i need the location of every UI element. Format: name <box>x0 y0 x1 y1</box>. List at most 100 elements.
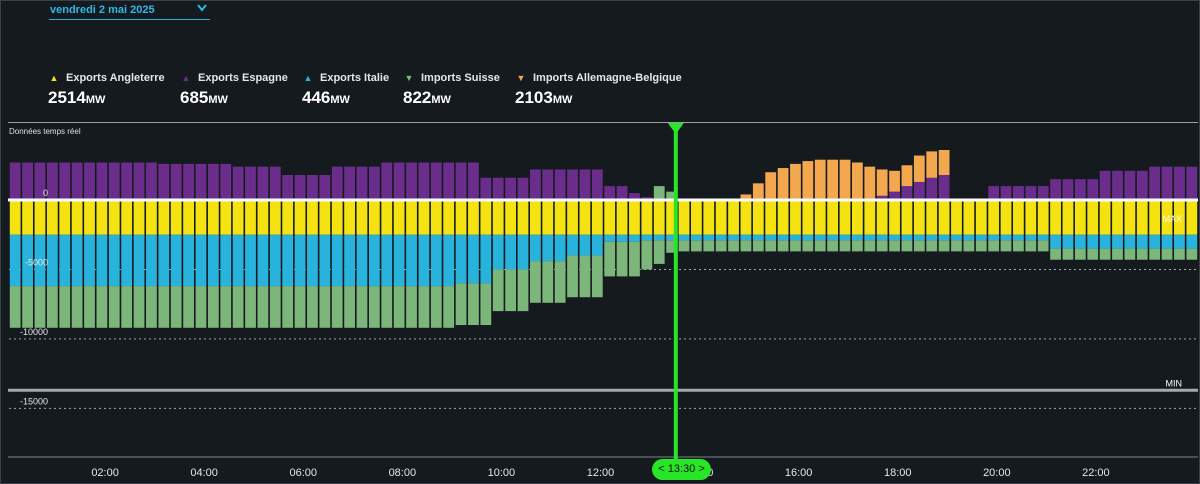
bar-segment <box>629 241 640 277</box>
bar-segment <box>344 166 355 200</box>
bar-segment <box>604 200 616 235</box>
bar-segment <box>1013 186 1024 200</box>
bar-segment <box>1149 166 1161 200</box>
bar-segment <box>207 200 219 235</box>
legend-item-imports-suisse[interactable]: ▼ Imports Suisse 822MW <box>403 68 500 107</box>
bar-segment <box>579 255 591 298</box>
bar-segment <box>121 234 133 287</box>
bar-segment <box>913 181 925 200</box>
bar-segment <box>319 200 331 235</box>
bar-segment <box>307 234 318 287</box>
bar-segment <box>368 200 380 235</box>
legend-item-exports-angleterre[interactable]: ▲ Exports Angleterre 2514MW <box>48 68 165 107</box>
y-tick-label: -15000 <box>20 396 48 406</box>
bar-segment <box>232 166 244 200</box>
legend-item-exports-espagne[interactable]: ▲ Exports Espagne 685MW <box>180 68 288 107</box>
date-picker[interactable]: vendredi 2 mai 2025 <box>49 2 210 20</box>
bar-segment <box>46 200 58 235</box>
bar-segment <box>802 200 814 235</box>
legend-unit: MW <box>85 94 106 106</box>
bar-segment <box>1099 248 1111 260</box>
bar-segment <box>480 283 492 326</box>
bar-segment <box>269 166 281 200</box>
time-cursor-handle[interactable]: < 13:30 > <box>652 459 711 480</box>
bar-segment <box>876 169 888 196</box>
bar-segment <box>492 234 504 270</box>
bar-segment <box>108 234 120 287</box>
bar-segment <box>207 286 219 328</box>
bar-segment <box>319 174 331 200</box>
chevron-left-icon: < <box>658 463 665 475</box>
bar-segment <box>356 286 368 328</box>
bar-segment <box>864 166 876 200</box>
bar-segment <box>307 174 318 200</box>
bar-segment <box>876 234 888 241</box>
bar-segment <box>257 200 269 235</box>
bar-segment <box>988 234 1000 241</box>
bar-segment <box>876 200 888 235</box>
bar-segment <box>1025 234 1037 241</box>
bar-segment <box>752 240 764 252</box>
bar-segment <box>96 286 108 328</box>
bar-segment <box>901 234 913 241</box>
bar-segment <box>34 200 46 235</box>
bar-segment <box>133 162 145 200</box>
bar-segment <box>1186 234 1198 249</box>
legend-unit: MW <box>330 94 350 106</box>
bar-segment <box>381 200 393 235</box>
bar-segment <box>195 163 207 200</box>
bar-segment <box>146 286 157 328</box>
triangle-down-icon: ▼ <box>404 73 414 83</box>
bar-segment <box>418 200 430 235</box>
bar-segment <box>282 234 294 287</box>
bar-segment <box>901 186 913 200</box>
bar-segment <box>913 234 925 241</box>
bar-segment <box>567 234 578 256</box>
bar-segment <box>1099 234 1111 249</box>
legend-item-exports-italie[interactable]: ▲ Exports Italie 446MW <box>302 68 389 107</box>
bar-segment <box>22 200 33 235</box>
bar-segment <box>690 200 702 235</box>
bar-segment <box>220 234 232 287</box>
bar-segment <box>1050 248 1061 260</box>
bar-segment <box>430 234 442 287</box>
x-tick-label: 22:00 <box>1082 467 1110 479</box>
bar-segment <box>146 200 157 235</box>
bar-segment <box>517 200 529 235</box>
bar-segment <box>468 283 479 326</box>
bar-segment <box>765 172 777 200</box>
bar-segment <box>455 200 467 235</box>
bar-segment <box>480 177 492 200</box>
bar-segment <box>1037 234 1049 241</box>
bar-segment <box>1099 200 1111 235</box>
min-label: MIN <box>1166 378 1183 388</box>
bar-segment <box>71 234 83 287</box>
legend-label: Exports Espagne <box>198 72 288 84</box>
bar-segment <box>542 234 554 262</box>
bar-segment <box>245 286 256 328</box>
bar-segment <box>777 234 789 241</box>
bar-segment <box>406 286 417 328</box>
bar-segment <box>1087 248 1099 260</box>
bar-segment <box>517 234 529 270</box>
bar-segment <box>1000 234 1012 241</box>
bar-segment <box>926 200 938 235</box>
bar-segment <box>926 151 938 178</box>
bar-segment <box>740 200 752 235</box>
legend-divider <box>8 122 1198 123</box>
bar-segment <box>765 234 777 241</box>
bar-segment <box>505 269 517 312</box>
bar-segment <box>616 241 628 277</box>
bar-segment <box>728 200 739 235</box>
time-cursor-marker <box>667 123 684 134</box>
bar-segment <box>269 200 281 235</box>
legend-item-imports-allemagne-belgique[interactable]: ▼ Imports Allemagne-Belgique 2103MW <box>515 68 682 107</box>
bar-segment <box>108 200 120 235</box>
x-tick-label: 12:00 <box>587 467 615 479</box>
bar-segment <box>1087 200 1099 235</box>
bar-segment <box>269 234 281 287</box>
bar-segment <box>616 200 628 235</box>
bar-segment <box>1050 179 1061 200</box>
bar-segment <box>418 234 430 287</box>
bar-segment <box>368 234 380 287</box>
